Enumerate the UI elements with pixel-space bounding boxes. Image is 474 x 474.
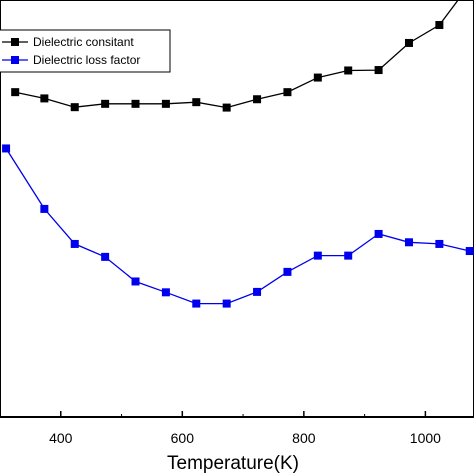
legend-items: Dielectric consitant Dielectric loss fact… (2, 35, 140, 67)
x-tick-label: 400 (49, 430, 73, 446)
x-tick-label: 800 (292, 430, 316, 446)
series-line (15, 0, 459, 109)
data-point (283, 88, 292, 97)
data-point (131, 99, 140, 108)
series-1 (11, 0, 459, 112)
data-point (374, 66, 383, 75)
legend-label: Dielectric consitant (33, 35, 134, 49)
data-point (11, 88, 20, 97)
data-point (313, 251, 322, 260)
x-axis-ticks: 400 600 800 1000 (49, 411, 441, 446)
data-point (465, 247, 474, 256)
x-tick-label: 1000 (410, 430, 441, 446)
data-point (131, 277, 140, 286)
legend-label: Dielectric loss factor (33, 53, 140, 67)
legend-box (0, 29, 171, 73)
data-point (161, 99, 170, 108)
data-point (374, 229, 383, 238)
legend-entry: Dielectric consitant (2, 35, 134, 49)
data-point (70, 239, 79, 248)
legend-marker (11, 38, 19, 46)
data-point (101, 99, 110, 108)
data-point (40, 94, 49, 103)
data-point (253, 95, 262, 104)
data-point (253, 287, 262, 296)
data-point (283, 267, 292, 276)
data-point (344, 251, 353, 260)
data-point (2, 144, 11, 153)
x-tick-label: 600 (171, 430, 195, 446)
series-layer (2, 0, 474, 308)
series-2 (2, 144, 474, 308)
data-point (222, 103, 231, 112)
data-point (435, 21, 444, 30)
legend: Dielectric consitant Dielectric loss fact… (0, 29, 171, 73)
plot-frame (0, 0, 474, 418)
data-point (344, 66, 353, 75)
series-line (5, 148, 470, 305)
data-point (161, 288, 170, 297)
data-point (404, 38, 413, 47)
data-point (313, 73, 322, 82)
data-point (222, 299, 231, 308)
x-axis-title: Temperature(K) (167, 453, 299, 474)
data-point (192, 299, 201, 308)
data-point (40, 204, 49, 213)
data-point (101, 252, 110, 261)
data-point (435, 239, 444, 248)
legend-entry: Dielectric loss factor (2, 53, 140, 67)
data-point (404, 238, 413, 247)
data-point (70, 103, 79, 112)
data-point (192, 98, 201, 107)
legend-marker (11, 56, 19, 64)
